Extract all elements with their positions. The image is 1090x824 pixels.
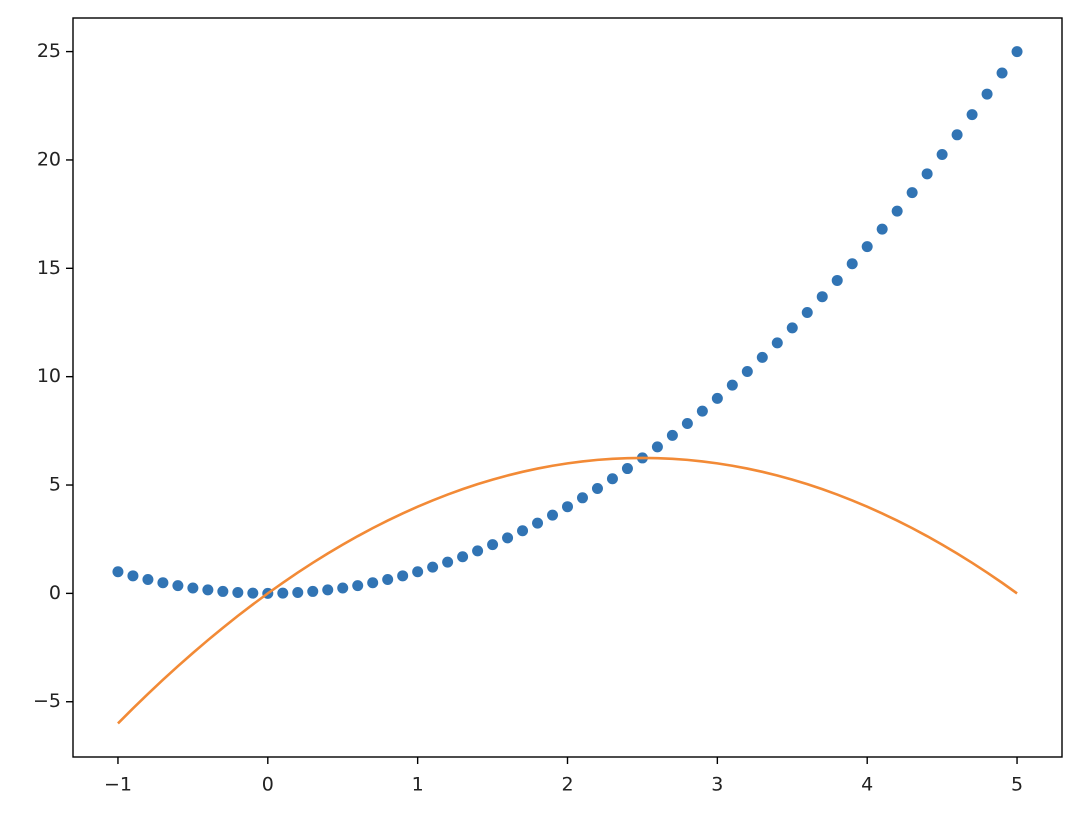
scatter-point: [681, 417, 693, 429]
scatter-point: [292, 587, 304, 599]
scatter-point: [831, 274, 843, 286]
scatter-point: [1011, 46, 1023, 58]
x-tick-label: 0: [262, 774, 274, 796]
scatter-point: [517, 525, 529, 537]
scatter-point: [277, 587, 289, 599]
scatter-point: [861, 241, 873, 253]
x-tick-label: 1: [412, 774, 424, 796]
scatter-point: [337, 582, 349, 594]
scatter-point: [756, 351, 768, 363]
plot-frame: [72, 17, 1063, 758]
y-tick-label: 25: [37, 40, 61, 62]
scatter-point: [127, 570, 139, 582]
scatter-point: [202, 584, 214, 596]
scatter-point: [142, 574, 154, 586]
scatter-point: [771, 337, 783, 349]
x-tick-label: 3: [711, 774, 723, 796]
y-tick-label: 10: [37, 365, 61, 387]
scatter-point: [457, 551, 469, 563]
scatter-point: [532, 517, 544, 529]
scatter-point: [951, 129, 963, 141]
x-tick-label: −1: [104, 774, 132, 796]
scatter-point: [217, 585, 229, 597]
scatter-point: [382, 574, 394, 586]
scatter-point: [921, 168, 933, 180]
y-tick-label: 15: [37, 257, 61, 279]
scatter-point: [741, 365, 753, 377]
scatter-point: [906, 187, 918, 199]
scatter-point: [367, 577, 379, 589]
scatter-point: [891, 205, 903, 217]
scatter-point: [726, 379, 738, 391]
scatter-point: [801, 307, 813, 319]
scatter-point: [816, 291, 828, 303]
scatter-point: [786, 322, 798, 334]
scatter-point: [696, 405, 708, 417]
scatter-point: [996, 67, 1008, 79]
y-tick-label: 20: [37, 148, 61, 170]
scatter-point: [232, 587, 244, 599]
scatter-point: [307, 585, 319, 597]
x-tick-label: 5: [1011, 774, 1023, 796]
scatter-point: [487, 539, 499, 551]
scatter-point: [621, 463, 633, 475]
scatter-point: [651, 441, 663, 453]
x-tick-label: 4: [861, 774, 873, 796]
x-tick-label: 2: [561, 774, 573, 796]
scatter-point: [502, 532, 514, 544]
y-tick-label: 0: [49, 582, 61, 604]
scatter-point: [187, 582, 199, 594]
scatter-point: [397, 570, 409, 582]
scatter-point: [711, 392, 723, 404]
scatter-point: [981, 88, 993, 100]
scatter-point: [472, 545, 484, 557]
line-series: [117, 456, 1018, 725]
scatter-point: [966, 109, 978, 121]
scatter-point: [322, 584, 334, 596]
scatter-point: [172, 580, 184, 592]
scatter-point: [442, 556, 454, 568]
scatter-point: [352, 580, 364, 592]
scatter-point: [547, 509, 559, 521]
scatter-point: [606, 473, 618, 485]
scatter-point: [846, 258, 858, 270]
scatter-point: [247, 587, 259, 599]
scatter-point: [562, 501, 573, 513]
scatter-point: [876, 223, 888, 235]
scatter-point: [576, 492, 588, 504]
scatter-point: [666, 429, 678, 441]
scatter-point: [936, 149, 948, 161]
scatter-point: [427, 561, 439, 573]
y-tick-label: 5: [49, 474, 61, 496]
scatter-point: [112, 566, 124, 578]
scatter-point: [157, 577, 169, 589]
scatter-point: [412, 566, 424, 578]
scatter-point: [591, 482, 603, 494]
y-tick-label: −5: [33, 690, 61, 712]
